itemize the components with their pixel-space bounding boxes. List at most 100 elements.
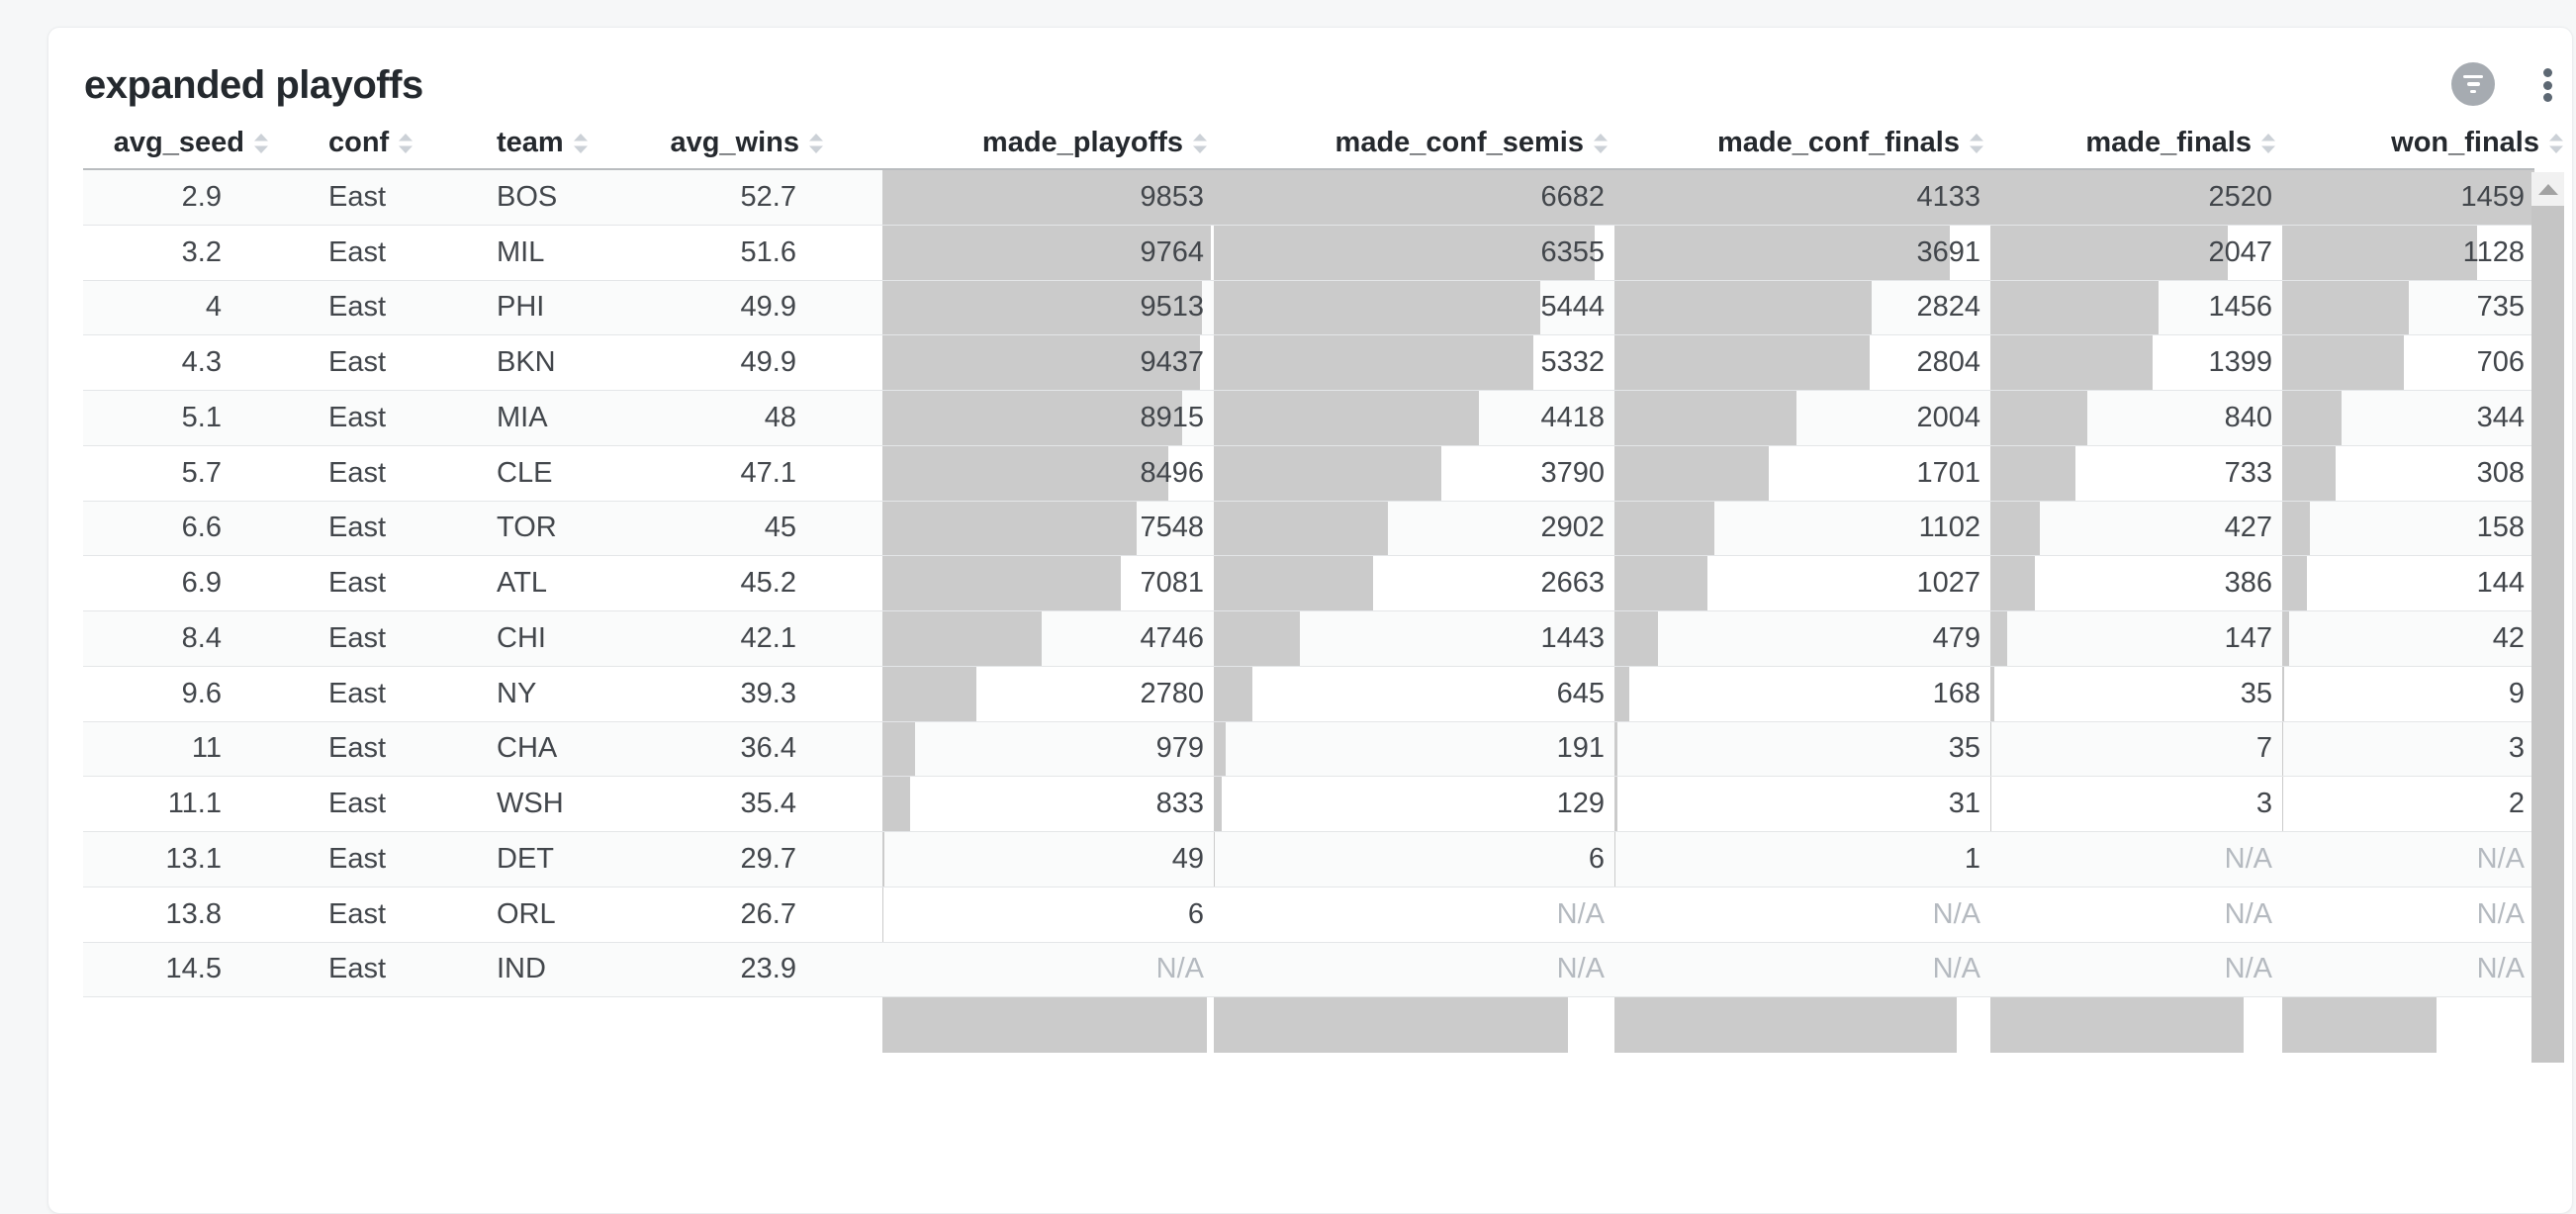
cell-value: East <box>328 512 410 544</box>
data-bar <box>1990 997 2244 1053</box>
sort-icon[interactable] <box>251 133 271 154</box>
cell-value: MIL <box>497 236 576 269</box>
cell-value: 9.6 <box>83 678 222 710</box>
cell-made-finals: 386 <box>1990 556 2282 610</box>
cell-value: 6 <box>1214 843 1605 876</box>
cell-won-finals: 42 <box>2282 611 2534 666</box>
cell-value: DET <box>497 843 576 876</box>
sort-icon[interactable] <box>1190 133 1210 154</box>
kebab-menu-button[interactable] <box>2536 61 2558 109</box>
cell-team: BKN <box>410 335 576 390</box>
cell-value: 979 <box>882 732 1204 765</box>
column-header-avg-wins[interactable]: avg_wins <box>576 118 882 168</box>
cell-value: ATL <box>497 567 576 600</box>
column-header-made-conf-finals[interactable]: made_conf_finals <box>1614 118 1990 168</box>
sort-icon[interactable] <box>2546 133 2566 154</box>
filter-button[interactable] <box>2451 62 2495 106</box>
column-header-avg-seed[interactable]: avg_seed <box>83 118 271 168</box>
cell-value: 427 <box>1990 512 2272 544</box>
cell-value: 9764 <box>882 236 1204 269</box>
kebab-icon <box>2543 93 2552 102</box>
cell-value: 735 <box>2282 291 2525 324</box>
cell-avg-wins: 29.7 <box>576 832 882 887</box>
cell-made-finals: 2520 <box>1990 170 2282 225</box>
vertical-scrollbar[interactable] <box>2531 172 2564 1063</box>
sort-icon[interactable] <box>806 133 826 154</box>
cell-made-playoffs: 4746 <box>882 611 1214 666</box>
cell-value: 49 <box>882 843 1204 876</box>
cell-value: 36.4 <box>576 732 796 765</box>
cell-value: 2520 <box>1990 181 2272 214</box>
cell-avg-wins: 49.9 <box>576 281 882 335</box>
cell-value: CLE <box>497 457 576 490</box>
scrollbar-thumb[interactable] <box>2531 206 2564 1063</box>
cell-value: East <box>328 457 410 490</box>
cell-value: East <box>328 953 410 985</box>
column-header-label: made_conf_finals <box>1717 127 1960 159</box>
cell-team: ORL <box>410 887 576 942</box>
cell-value: 48 <box>576 402 796 434</box>
cell-value: 35.4 <box>576 788 796 820</box>
cell-made-conf-finals: 1027 <box>1614 556 1990 610</box>
sort-icon[interactable] <box>1967 133 1986 154</box>
cell-avg-seed <box>83 997 271 1053</box>
cell-avg-wins: 52.7 <box>576 170 882 225</box>
cell-made-finals: 3 <box>1990 777 2282 831</box>
cell-value: 645 <box>1214 678 1605 710</box>
cell-made-conf-finals: 168 <box>1614 667 1990 721</box>
column-header-label: made_finals <box>2085 127 2252 159</box>
column-header-conf[interactable]: conf <box>271 118 410 168</box>
cell-made-playoffs: 833 <box>882 777 1214 831</box>
cell-value: MIA <box>497 402 576 434</box>
cell-value: 158 <box>2282 512 2525 544</box>
cell-value: 386 <box>1990 567 2272 600</box>
cell-made-finals: 35 <box>1990 667 2282 721</box>
cell-avg-seed: 5.7 <box>83 446 271 501</box>
cell-value: 49.9 <box>576 291 796 324</box>
cell-made-conf-finals: 3691 <box>1614 226 1990 280</box>
cell-value: 9513 <box>882 291 1204 324</box>
cell-team: BOS <box>410 170 576 225</box>
column-header-won-finals[interactable]: won_finals <box>2282 118 2534 168</box>
cell-team: WSH <box>410 777 576 831</box>
cell-value: East <box>328 291 410 324</box>
data-bar <box>1214 997 1568 1053</box>
cell-value: East <box>328 732 410 765</box>
cell-made-conf-finals: 479 <box>1614 611 1990 666</box>
filter-icon <box>2467 82 2480 86</box>
sort-icon[interactable] <box>2258 133 2278 154</box>
cell-value: N/A <box>1990 843 2272 876</box>
cell-made-playoffs: 9853 <box>882 170 1214 225</box>
cell-made-playoffs: 7548 <box>882 502 1214 556</box>
cell-value: 2 <box>2282 788 2525 820</box>
column-header-made-finals[interactable]: made_finals <box>1990 118 2282 168</box>
cell-value: 5.1 <box>83 402 222 434</box>
column-header-label: won_finals <box>2391 127 2539 159</box>
column-header-team[interactable]: team <box>410 118 576 168</box>
scroll-up-button[interactable] <box>2531 172 2564 206</box>
column-header-made-playoffs[interactable]: made_playoffs <box>882 118 1214 168</box>
cell-value: East <box>328 567 410 600</box>
cell-value: N/A <box>2282 843 2525 876</box>
cell-value: 6.6 <box>83 512 222 544</box>
cell-made-playoffs: 7081 <box>882 556 1214 610</box>
cell-conf: East <box>271 777 410 831</box>
cell-team: CHA <box>410 722 576 777</box>
cell-value: 47.1 <box>576 457 796 490</box>
cell-avg-seed: 14.5 <box>83 943 271 997</box>
cell-value: 191 <box>1214 732 1605 765</box>
cell-made-conf-semis: 645 <box>1214 667 1614 721</box>
cell-avg-seed: 4.3 <box>83 335 271 390</box>
cell-value: N/A <box>1214 953 1605 985</box>
cell-team: PHI <box>410 281 576 335</box>
data-bar <box>1614 997 1957 1053</box>
sort-icon[interactable] <box>1591 133 1610 154</box>
cell-value: 3.2 <box>83 236 222 269</box>
cell-made-conf-semis: 2902 <box>1214 502 1614 556</box>
column-header-made-conf-semis[interactable]: made_conf_semis <box>1214 118 1614 168</box>
cell-value: NY <box>497 678 576 710</box>
